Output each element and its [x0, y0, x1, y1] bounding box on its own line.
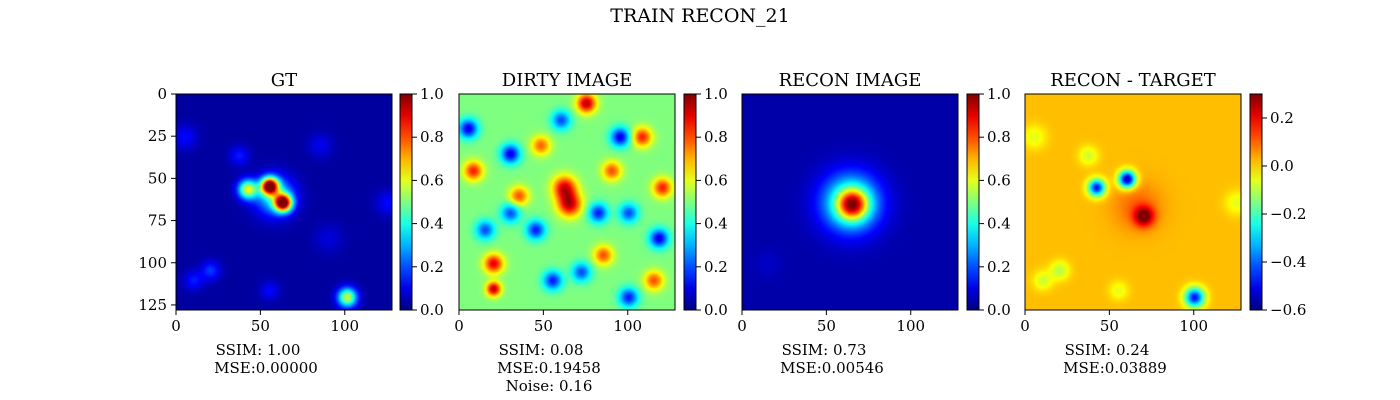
panel-2: DIRTY IMAGE 0 50 100 0.0 0.2 0.4 0.6 0.8 1.0 SSIM:… [454, 70, 728, 395]
colorbar-tick-label: −0.4 [1270, 253, 1306, 271]
colorbar-tick-label: 0.0 [704, 301, 728, 319]
x-tick-label: 100 [330, 317, 359, 335]
x-tick-label: 50 [251, 317, 270, 335]
panel-title: RECON IMAGE [779, 70, 922, 91]
colorbar-tick-label: 0.2 [1270, 109, 1294, 127]
y-tick-label: 50 [148, 169, 167, 187]
y-tick-label: 25 [148, 127, 167, 145]
y-tick-label: 0 [157, 85, 167, 103]
colorbar-tick-label: 0.0 [1270, 157, 1294, 175]
panel-title: RECON - TARGET [1050, 70, 1216, 91]
heatmap-image [742, 94, 958, 310]
panel-title: DIRTY IMAGE [502, 70, 632, 91]
colorbar-tick-label: 0.6 [420, 171, 444, 189]
colorbar-tick-label: −0.2 [1270, 205, 1306, 223]
x-tick-label: 0 [1020, 317, 1030, 335]
panel-title: GT [271, 70, 297, 91]
axes-frame [175, 93, 393, 311]
colorbar-tick-label: 0.0 [420, 301, 444, 319]
panel-1: GT 0 50 100 0 25 50 75 100 125 0.0 0.2 0.4 0.6 0.8 1.0 S… [138, 70, 444, 377]
y-tick-label: 75 [148, 212, 167, 230]
colorbar-tick-label: 0.6 [704, 171, 728, 189]
colorbar-tick-label: 0.4 [420, 215, 444, 233]
heatmap-image [1025, 94, 1241, 310]
panel-caption-line: MSE:0.03889 [1063, 359, 1167, 377]
colorbar-tick-label: 0.8 [420, 128, 444, 146]
axes-frame [458, 93, 676, 311]
panel-caption-line: MSE:0.00000 [214, 359, 318, 377]
colorbar-tick-label: 1.0 [704, 85, 728, 103]
panel-caption-line: SSIM: 0.24 [1065, 341, 1150, 359]
panel-4: RECON - TARGET 0 50 100 −0.6 −0.4 −0.2 0.0 0.2 SS… [1020, 70, 1306, 377]
y-tick-label: 125 [138, 296, 167, 314]
x-tick-label: 100 [896, 317, 925, 335]
colorbar [1249, 93, 1263, 311]
x-tick-label: 100 [613, 317, 642, 335]
colorbar-tick-label: 0.6 [987, 171, 1011, 189]
colorbar-tick-label: 0.4 [987, 215, 1011, 233]
x-tick-label: 50 [1100, 317, 1119, 335]
colorbar-tick-label: 0.4 [704, 215, 728, 233]
panels: GT 0 50 100 0 25 50 75 100 125 0.0 0.2 0.4 0.6 0.8 1.0 S… [138, 70, 1306, 395]
colorbar-tick-label: 1.0 [987, 85, 1011, 103]
y-tick-label: 100 [138, 254, 167, 272]
heatmap-image [459, 94, 675, 310]
colorbar-tick-label: 0.2 [704, 258, 728, 276]
figure-title: TRAIN RECON_21 [610, 5, 789, 27]
colorbar-tick-label: 1.0 [420, 85, 444, 103]
panel-caption-line: SSIM: 0.73 [782, 341, 867, 359]
colorbar [399, 93, 413, 311]
panel-3: RECON IMAGE 0 50 100 0.0 0.2 0.4 0.6 0.8 1.0 SSIM:… [737, 70, 1011, 377]
panel-caption-line: SSIM: 1.00 [216, 341, 301, 359]
x-tick-label: 50 [817, 317, 836, 335]
colorbar-tick-label: 0.8 [987, 128, 1011, 146]
x-tick-label: 0 [737, 317, 747, 335]
colorbar [966, 93, 980, 311]
panel-caption-line: SSIM: 0.08 [499, 341, 584, 359]
colorbar [683, 93, 697, 311]
x-tick-label: 50 [534, 317, 553, 335]
colorbar-tick-label: 0.2 [420, 258, 444, 276]
panel-caption-line: MSE:0.00546 [780, 359, 884, 377]
axes-frame [1024, 93, 1242, 311]
x-tick-label: 0 [454, 317, 464, 335]
colorbar-tick-label: 0.8 [704, 128, 728, 146]
panel-caption-line: MSE:0.19458 [497, 359, 601, 377]
colorbar-tick-label: 0.2 [987, 258, 1011, 276]
panel-caption-line: Noise: 0.16 [506, 377, 593, 395]
x-tick-label: 0 [171, 317, 181, 335]
axes-frame [741, 93, 959, 311]
colorbar-tick-label: −0.6 [1270, 301, 1306, 319]
x-tick-label: 100 [1179, 317, 1208, 335]
heatmap-image [176, 94, 392, 310]
colorbar-tick-label: 0.0 [987, 301, 1011, 319]
